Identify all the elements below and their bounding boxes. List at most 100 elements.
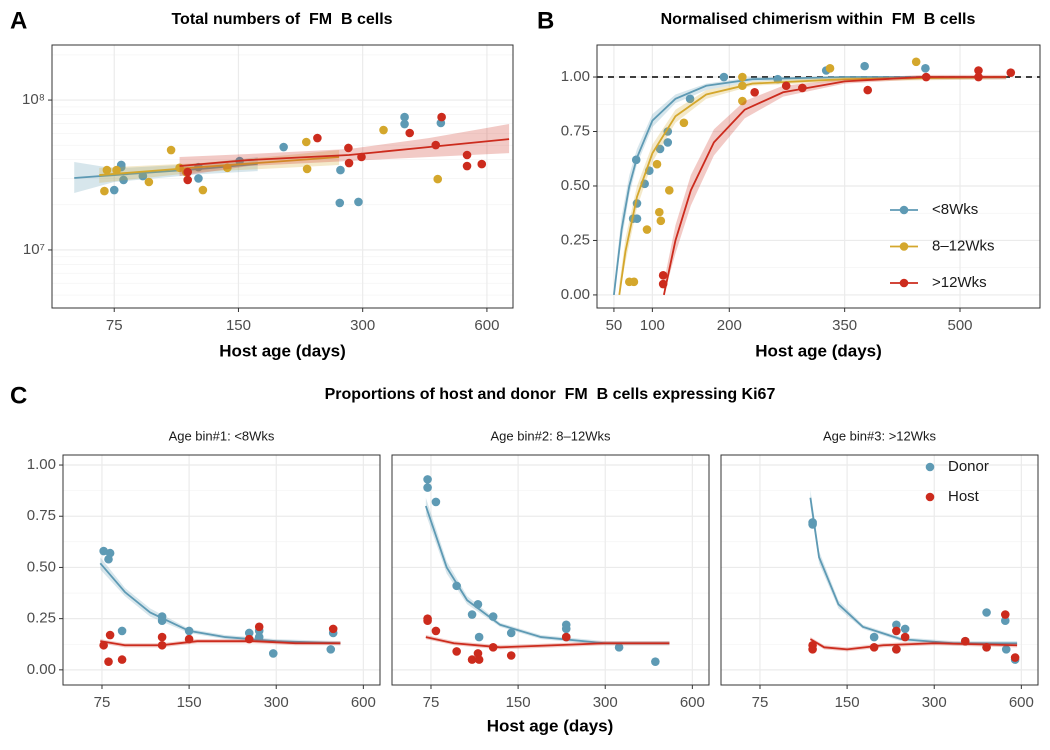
- fit-line: [809, 638, 1018, 651]
- data-point: [157, 640, 167, 650]
- data-point: [892, 626, 901, 636]
- data-point: [244, 634, 254, 644]
- panel-border: [720, 454, 1039, 686]
- data-point: [423, 483, 432, 492]
- y-tick-label: 0.00: [27, 661, 56, 678]
- data-point: [738, 96, 747, 106]
- data-point: [921, 64, 930, 73]
- data-point: [452, 647, 461, 656]
- data-point: [400, 112, 409, 122]
- data-point: [506, 651, 516, 660]
- data-point: [658, 271, 668, 280]
- data-point: [279, 142, 288, 152]
- data-point: [629, 277, 639, 287]
- y-tick-label: 0.00: [561, 286, 590, 303]
- chart-title: Total numbers of FM B cells: [171, 11, 392, 28]
- x-axis-label: Host age (days): [755, 341, 882, 360]
- data-point: [198, 185, 208, 195]
- data-point: [336, 165, 345, 175]
- data-point: [335, 198, 345, 208]
- data-point: [642, 225, 652, 234]
- data-point: [328, 624, 338, 634]
- fit-line: [425, 636, 670, 649]
- data-point: [184, 626, 194, 636]
- data-point: [781, 81, 791, 91]
- x-tick-label: 600: [1009, 694, 1034, 711]
- x-tick-label: 75: [752, 694, 769, 711]
- x-tick-label: 300: [922, 694, 947, 711]
- x-tick-label: 75: [94, 694, 111, 711]
- x-tick-label: 300: [350, 317, 375, 334]
- data-point: [664, 186, 674, 195]
- data-point: [488, 643, 498, 652]
- data-point: [254, 622, 264, 632]
- data-point: [313, 133, 322, 143]
- data-point: [773, 74, 783, 84]
- panel-letter: A: [10, 7, 27, 34]
- data-point: [654, 207, 664, 217]
- x-tick-label: 600: [351, 694, 376, 711]
- data-point: [354, 197, 363, 207]
- data-point: [960, 636, 970, 646]
- data-point: [808, 645, 817, 654]
- data-point: [344, 143, 353, 153]
- legend-label: 8–12Wks: [932, 237, 995, 254]
- data-point: [326, 645, 336, 654]
- data-point: [423, 475, 432, 484]
- x-tick-label: 150: [226, 317, 251, 334]
- x-tick-label: 350: [832, 317, 857, 334]
- panel-background: [63, 455, 380, 685]
- x-tick-label: 150: [835, 694, 860, 711]
- data-point: [738, 81, 747, 91]
- data-point: [105, 630, 115, 640]
- legend-dot: [925, 462, 935, 472]
- fit-line: [618, 76, 1007, 296]
- x-tick-label: 75: [106, 317, 123, 334]
- data-point: [808, 520, 817, 529]
- data-point: [1000, 616, 1010, 625]
- data-point: [892, 645, 901, 654]
- data-point: [869, 632, 879, 642]
- fit-line: [100, 640, 341, 647]
- y-tick-label: 1.00: [561, 68, 590, 85]
- x-tick-label: 75: [423, 694, 440, 711]
- data-point: [982, 608, 991, 617]
- data-point: [405, 128, 415, 138]
- y-tick-label: 0.75: [27, 507, 56, 524]
- facet-strip-label: Age bin#3: >12Wks: [823, 428, 937, 443]
- data-point: [1006, 68, 1016, 77]
- data-point: [473, 600, 483, 609]
- data-point: [223, 163, 232, 173]
- y-tick-label: 1.00: [27, 456, 56, 473]
- data-point: [477, 159, 487, 169]
- data-point: [183, 175, 192, 185]
- data-point: [100, 186, 109, 196]
- x-tick-label: 150: [506, 694, 531, 711]
- data-point: [433, 174, 443, 184]
- x-tick-label: 300: [264, 694, 289, 711]
- data-point: [974, 72, 983, 82]
- data-point: [474, 655, 484, 664]
- legend-dot: [899, 278, 909, 288]
- panel-border: [596, 44, 1041, 309]
- legend-dot: [899, 205, 909, 215]
- data-point: [99, 640, 108, 650]
- data-point: [431, 626, 441, 636]
- data-point: [863, 85, 873, 95]
- chart-title: Proportions of host and donor FM B cells…: [325, 386, 776, 403]
- x-tick-label: 600: [680, 694, 705, 711]
- data-point: [166, 145, 176, 155]
- data-point: [719, 72, 729, 82]
- data-point: [254, 632, 264, 642]
- data-point: [379, 125, 388, 135]
- data-point: [655, 144, 665, 154]
- data-point: [109, 185, 119, 195]
- confidence-ribbon: [179, 124, 510, 177]
- data-point: [750, 87, 759, 97]
- y-tick-label: 10⁸: [22, 91, 45, 108]
- data-point: [1000, 610, 1010, 619]
- data-point: [911, 57, 921, 67]
- data-point: [119, 175, 128, 185]
- y-tick-label: 0.75: [561, 122, 590, 139]
